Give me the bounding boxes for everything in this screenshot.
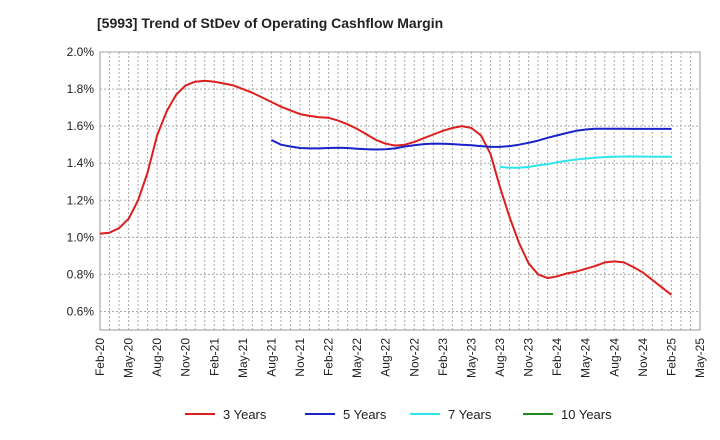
plot-area xyxy=(99,51,701,331)
chart-title: [5993] Trend of StDev of Operating Cashf… xyxy=(97,15,444,31)
x-tick-label: Nov-24 xyxy=(636,338,650,377)
x-tick-label: Feb-20 xyxy=(93,338,107,376)
x-tick-label: Aug-24 xyxy=(607,338,621,377)
x-tick-label: Nov-21 xyxy=(293,338,307,377)
y-tick-label: 0.8% xyxy=(67,267,95,281)
y-tick-label: 0.6% xyxy=(67,304,95,318)
y-tick-label: 1.4% xyxy=(67,156,95,170)
series-lines xyxy=(99,79,673,296)
legend: 3 Years 5 Years 7 Years 10 Years xyxy=(185,407,612,422)
x-tick-label: Aug-20 xyxy=(150,338,164,377)
x-tick-label: Nov-20 xyxy=(179,338,193,377)
x-tick-label: Aug-21 xyxy=(264,338,278,377)
x-tick-label: May-23 xyxy=(464,338,478,378)
x-axis-ticks: Feb-20 May-20 Aug-20 Nov-20 Feb-21 May-21 Aug-… xyxy=(93,338,707,378)
series-line-7-years xyxy=(499,155,672,169)
x-tick-label: Aug-23 xyxy=(493,338,507,377)
x-tick-label: Nov-23 xyxy=(522,338,536,377)
x-tick-label: Nov-22 xyxy=(407,338,421,377)
x-tick-label: May-25 xyxy=(693,338,707,378)
x-tick-label: May-20 xyxy=(122,338,136,378)
x-tick-label: May-24 xyxy=(579,338,593,378)
legend-label: 3 Years xyxy=(223,407,267,422)
legend-label: 10 Years xyxy=(561,407,612,422)
x-tick-label: Feb-21 xyxy=(207,338,221,376)
x-tick-label: May-22 xyxy=(350,338,364,378)
y-axis-ticks: 0.6% 0.8% 1.0% 1.2% 1.4% 1.6% 1.8% 2.0% xyxy=(67,45,95,318)
x-tick-label: Feb-23 xyxy=(436,338,450,376)
y-tick-label: 1.6% xyxy=(67,119,95,133)
x-tick-label: Feb-24 xyxy=(550,338,564,376)
series-line-5-years xyxy=(270,127,672,151)
legend-label: 5 Years xyxy=(343,407,387,422)
y-tick-label: 1.8% xyxy=(67,82,95,96)
x-tick-label: Feb-22 xyxy=(322,338,336,376)
grid-lines xyxy=(100,51,700,330)
series-line-3-years xyxy=(99,79,673,296)
y-tick-label: 1.2% xyxy=(67,193,95,207)
x-tick-label: Feb-25 xyxy=(664,338,678,376)
x-tick-label: May-21 xyxy=(236,338,250,378)
y-tick-label: 1.0% xyxy=(67,230,95,244)
legend-label: 7 Years xyxy=(448,407,492,422)
y-tick-label: 2.0% xyxy=(67,45,95,59)
x-tick-label: Aug-22 xyxy=(379,338,393,377)
